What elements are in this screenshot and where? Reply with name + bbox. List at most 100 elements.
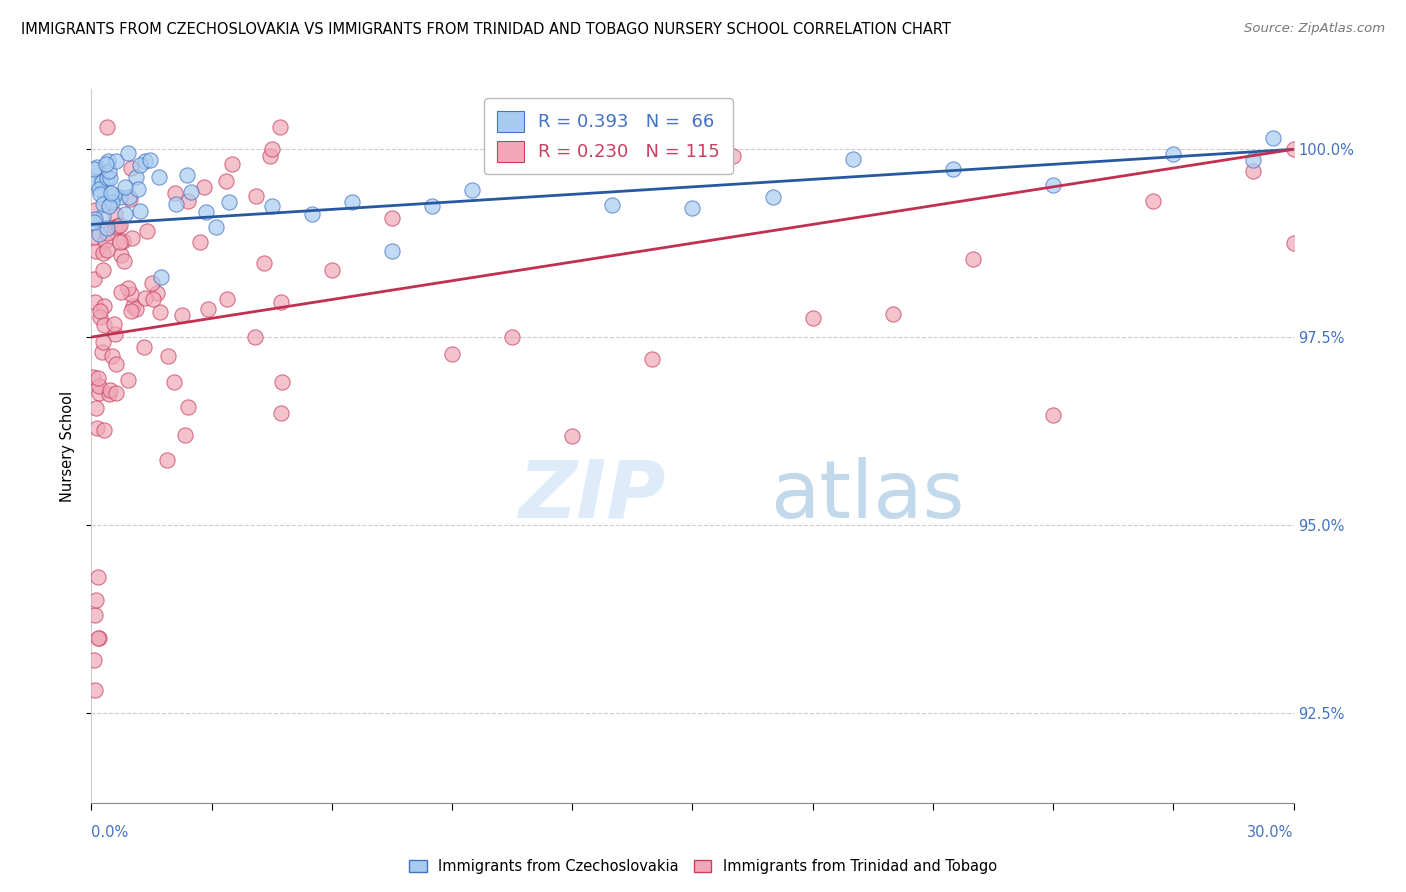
- Point: [104, 153, 127, 168]
- Point: [87, 631, 110, 645]
- Text: IMMIGRANTS FROM CZECHOSLOVAKIA VS IMMIGRANTS FROM TRINIDAD AND TOBAGO NURSERY SC: IMMIGRANTS FROM CZECHOSLOVAKIA VS IMMIGR…: [21, 22, 950, 37]
- Point: [83, 215, 105, 229]
- Point: [150, 269, 173, 284]
- Point: [118, 192, 141, 206]
- Point: [91, 209, 114, 223]
- Point: [98, 171, 121, 186]
- Point: [90, 174, 112, 188]
- Point: [112, 235, 135, 249]
- Point: [89, 303, 111, 318]
- Point: [96, 227, 118, 241]
- Point: [84, 175, 107, 189]
- Point: [110, 248, 132, 262]
- Point: [270, 375, 292, 389]
- Text: Source: ZipAtlas.com: Source: ZipAtlas.com: [1244, 22, 1385, 36]
- Point: [90, 344, 112, 359]
- Point: [461, 184, 484, 198]
- Point: [381, 244, 404, 258]
- Point: [762, 190, 785, 204]
- Point: [114, 207, 136, 221]
- Point: [501, 330, 523, 344]
- Text: 30.0%: 30.0%: [1247, 825, 1294, 840]
- Point: [259, 149, 281, 163]
- Point: [381, 211, 404, 225]
- Point: [87, 379, 110, 393]
- Point: [221, 157, 243, 171]
- Point: [117, 373, 139, 387]
- Point: [86, 401, 108, 415]
- Point: [84, 607, 107, 622]
- Point: [104, 207, 127, 221]
- Point: [108, 219, 131, 233]
- Point: [214, 174, 236, 188]
- Point: [120, 161, 142, 175]
- Text: atlas: atlas: [770, 457, 965, 535]
- Point: [163, 376, 186, 390]
- Point: [87, 570, 110, 584]
- Point: [188, 235, 211, 250]
- Legend: R = 0.393   N =  66, R = 0.230   N = 115: R = 0.393 N = 66, R = 0.230 N = 115: [484, 98, 733, 174]
- Point: [104, 357, 127, 371]
- Point: [103, 188, 125, 202]
- Point: [1042, 178, 1064, 192]
- Point: [245, 189, 267, 203]
- Point: [180, 186, 202, 200]
- Point: [127, 182, 149, 196]
- Point: [110, 285, 132, 300]
- Point: [100, 349, 122, 363]
- Point: [104, 326, 127, 341]
- Point: [94, 235, 117, 249]
- Point: [124, 301, 146, 316]
- Point: [96, 120, 118, 134]
- Point: [87, 631, 110, 645]
- Point: [134, 153, 156, 168]
- Point: [882, 307, 904, 321]
- Legend: Immigrants from Czechoslovakia, Immigrants from Trinidad and Tobago: Immigrants from Czechoslovakia, Immigran…: [404, 854, 1002, 880]
- Point: [1161, 146, 1184, 161]
- Point: [260, 142, 283, 156]
- Point: [149, 304, 172, 318]
- Point: [841, 152, 863, 166]
- Point: [108, 189, 131, 203]
- Point: [125, 169, 148, 184]
- Point: [561, 429, 583, 443]
- Point: [96, 157, 118, 171]
- Point: [83, 683, 105, 698]
- Point: [134, 291, 156, 305]
- Point: [91, 196, 114, 211]
- Point: [165, 186, 187, 200]
- Point: [215, 293, 238, 307]
- Point: [84, 593, 107, 607]
- Point: [105, 386, 128, 401]
- Point: [942, 161, 965, 176]
- Point: [193, 179, 215, 194]
- Point: [96, 170, 118, 185]
- Point: [243, 329, 266, 343]
- Point: [83, 653, 105, 667]
- Point: [91, 335, 114, 350]
- Point: [441, 347, 464, 361]
- Text: ZIP: ZIP: [519, 457, 665, 535]
- Point: [195, 205, 218, 219]
- Point: [1263, 131, 1285, 145]
- Point: [321, 263, 343, 277]
- Point: [120, 287, 142, 301]
- Point: [141, 276, 163, 290]
- Text: 0.0%: 0.0%: [91, 825, 128, 840]
- Point: [253, 256, 276, 270]
- Point: [98, 384, 121, 398]
- Point: [1282, 235, 1305, 250]
- Point: [93, 423, 115, 437]
- Point: [103, 317, 125, 331]
- Point: [86, 420, 108, 434]
- Point: [129, 158, 152, 172]
- Point: [89, 182, 111, 196]
- Point: [1042, 409, 1064, 423]
- Point: [93, 299, 115, 313]
- Point: [98, 199, 121, 213]
- Point: [84, 211, 107, 226]
- Y-axis label: Nursery School: Nursery School: [59, 391, 75, 501]
- Point: [134, 340, 156, 354]
- Point: [177, 194, 200, 209]
- Point: [156, 452, 179, 467]
